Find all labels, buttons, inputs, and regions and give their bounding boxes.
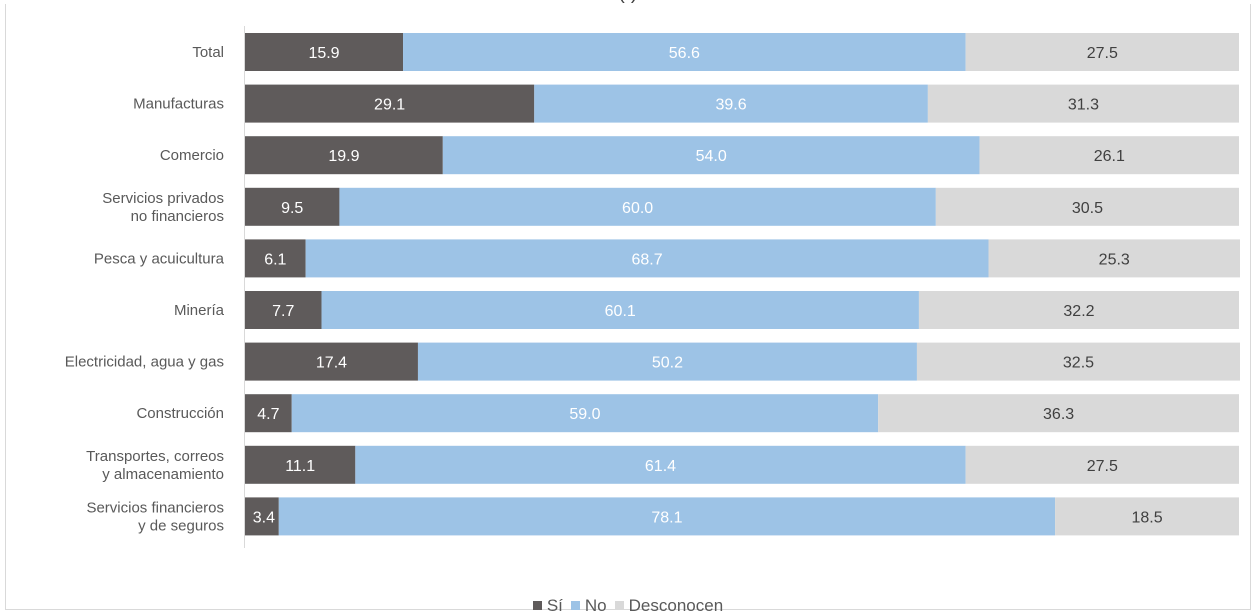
data-label: 31.3 (1068, 97, 1099, 114)
data-label: 25.3 (1099, 251, 1130, 268)
legend-label: Sí (546, 596, 563, 615)
data-label: 19.9 (328, 148, 359, 165)
data-label: 78.1 (651, 509, 682, 526)
data-label: 68.7 (632, 251, 663, 268)
bar-segment (988, 239, 1240, 278)
bar-segment (534, 84, 928, 123)
bar-segment (245, 33, 404, 71)
category-label: Servicios financieros y de seguros (86, 499, 224, 534)
bar-segment (245, 497, 279, 536)
data-label: 36.3 (1043, 406, 1074, 423)
category-label: Manufacturas (133, 96, 224, 113)
data-label: 27.5 (1087, 458, 1118, 475)
data-label: 11.1 (285, 458, 315, 475)
category-label: Total (192, 44, 224, 61)
data-label: 4.7 (257, 406, 279, 423)
data-label: 61.4 (645, 458, 676, 475)
category-label: Servicios privados no financieros (102, 190, 224, 225)
bar-segment (965, 445, 1239, 484)
category-label-line: Total (192, 44, 224, 61)
category-label-line: Servicios privados (102, 190, 224, 207)
data-label: 26.1 (1094, 148, 1125, 165)
bar-segment (321, 291, 919, 329)
chart-frame (5, 4, 1251, 610)
category-labels: Total Manufacturas Comercio Servicios priva… (65, 44, 225, 534)
category-label: Transportes, correos y almacenamiento (86, 448, 224, 483)
legend-swatch (570, 601, 580, 610)
bar-segment (245, 342, 418, 381)
data-label: 6.1 (264, 251, 286, 268)
bar-segment (355, 445, 966, 484)
category-label-line: Comercio (160, 147, 224, 164)
category-label: Comercio (160, 147, 224, 164)
legend-swatch (614, 601, 624, 610)
data-label: 3.4 (253, 509, 275, 526)
data-label: 60.1 (605, 303, 636, 320)
category-label-line: Manufacturas (133, 96, 224, 113)
legend-label: Desconocen (628, 596, 724, 615)
bar-segment (291, 394, 879, 433)
data-label: 32.5 (1063, 355, 1094, 372)
category-label: Construcción (136, 405, 224, 422)
data-label: 39.6 (715, 97, 746, 114)
bar-segment (927, 84, 1239, 123)
data-label: 18.5 (1131, 509, 1162, 526)
bar-segment (979, 136, 1239, 175)
category-label-line: Servicios financieros (86, 499, 224, 516)
data-label: 32.2 (1063, 303, 1094, 320)
bar-segment (278, 497, 1056, 536)
legend: Sí No Desconocen (0, 596, 1256, 616)
data-label: 50.2 (652, 355, 683, 372)
data-label: 56.6 (669, 45, 700, 62)
legend-item: Desconocen (614, 596, 724, 616)
category-label-line: y almacenamiento (102, 466, 224, 483)
data-label: 15.9 (308, 45, 339, 62)
bar-segment (417, 342, 917, 381)
bar-segment (403, 33, 966, 71)
category-label-line: Construcción (136, 405, 224, 422)
data-label: 54.0 (696, 148, 727, 165)
category-label: Electricidad, agua y gas (65, 354, 224, 371)
bar-segment (245, 445, 356, 484)
bar-segment (918, 291, 1239, 329)
data-label: 17.4 (316, 355, 347, 372)
legend-label: No (584, 596, 607, 615)
bar-segment (245, 239, 306, 278)
legend-item: Sí (532, 596, 563, 616)
category-label-line: Transportes, correos (86, 448, 224, 465)
data-label: 7.7 (272, 303, 294, 320)
bar-segment (965, 33, 1239, 71)
bar-segment (305, 239, 989, 278)
data-label: 59.0 (569, 406, 600, 423)
chart-title-fragment: ( ) (0, 0, 1256, 5)
bar-segment (878, 394, 1239, 433)
bar-segment (1055, 497, 1239, 536)
legend-item: No (570, 596, 607, 616)
bar-segment (245, 291, 322, 329)
legend-swatch (532, 601, 542, 610)
data-label: 60.0 (622, 200, 653, 217)
bar-segment (245, 84, 535, 123)
category-label-line: Minería (174, 302, 225, 319)
bar-segment (245, 394, 292, 433)
bar-segment (245, 187, 340, 226)
bar-segment (916, 342, 1240, 381)
bar-segment (442, 136, 980, 175)
category-label-line: Electricidad, agua y gas (65, 354, 224, 371)
category-label-line: no financieros (131, 208, 224, 225)
bar-segment (935, 187, 1239, 226)
bar-segment (245, 136, 443, 175)
data-label: 29.1 (374, 97, 405, 114)
data-label: 30.5 (1072, 200, 1103, 217)
category-label: Pesca y acuicultura (94, 250, 225, 267)
data-label: 9.5 (281, 200, 303, 217)
category-label-line: y de seguros (138, 517, 224, 534)
category-label: Minería (174, 302, 225, 319)
bars-layer: 15.9 56.6 27.5 29.1 39.6 31.3 19.9 54.0 26.1 9.5 6… (245, 33, 1240, 536)
bar-segment (339, 187, 936, 226)
category-label-line: Pesca y acuicultura (94, 250, 225, 267)
data-label: 27.5 (1087, 45, 1118, 62)
